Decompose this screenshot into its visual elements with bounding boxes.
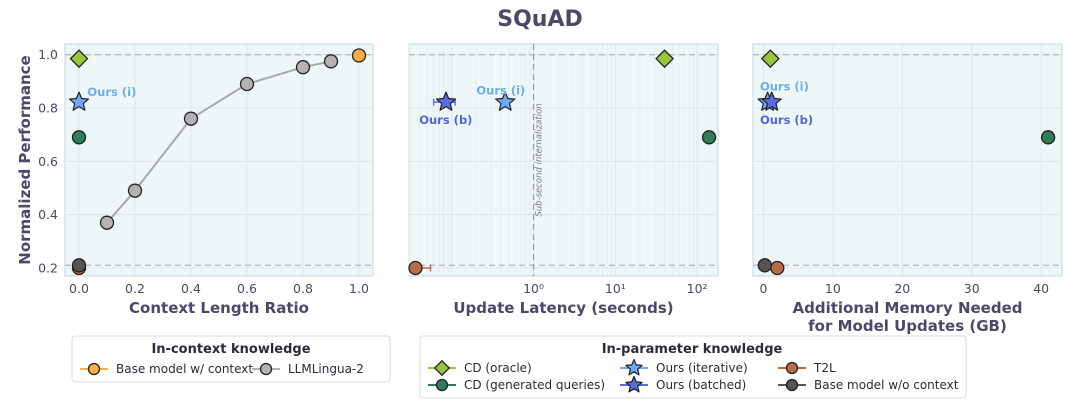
data-point-base-model-w-o-context bbox=[757, 258, 772, 273]
x-tick-label: 1.0 bbox=[349, 281, 369, 296]
x-tick-label: 40 bbox=[1033, 281, 1049, 296]
y-axis-label: Normalized Performance bbox=[16, 55, 34, 264]
legend-title: In-parameter knowledge bbox=[602, 342, 783, 357]
data-point-llmlingua-2 bbox=[99, 215, 115, 230]
panel-1: 0.0 0.2 0.4 0.6 0.8 1.0 0.2 0.4 0.6 0.8 1.0 Context… bbox=[16, 43, 374, 317]
x-tick-label: 0.8 bbox=[293, 281, 313, 296]
data-point-cd-oracle bbox=[760, 49, 780, 69]
legend-box bbox=[419, 335, 967, 399]
legend-label-ours-batched: Ours (batched) bbox=[656, 378, 746, 392]
x-axis-label: Context Length Ratio bbox=[129, 299, 309, 317]
x-axis-label: Update Latency (seconds) bbox=[453, 299, 673, 317]
threshold-label: Sub-second internalization bbox=[535, 103, 545, 216]
x-tick-label: 0.2 bbox=[125, 281, 145, 296]
legend-in-parameter: In-parameter knowledge CD (oracle) CD (gen… bbox=[419, 335, 967, 399]
x-tick-label: 0.0 bbox=[69, 281, 89, 296]
data-point-llmlingua-2 bbox=[127, 183, 143, 198]
data-point-base-model-w-context bbox=[351, 48, 367, 63]
legend-label-ours-iterative: Ours (iterative) bbox=[656, 361, 748, 375]
legend-box bbox=[71, 335, 391, 383]
legend-label-base-model-w-o-context: Base model w/o context bbox=[814, 378, 959, 392]
figure-title: SQuAD bbox=[497, 7, 583, 32]
x-tick-label: 0.6 bbox=[237, 281, 257, 296]
legend-label-llmlingua-2: LLMLingua-2 bbox=[288, 362, 364, 376]
data-point-t2l bbox=[770, 260, 785, 276]
annotation-ours-iterative: Ours (i) bbox=[87, 85, 136, 99]
data-point-ours-batched bbox=[761, 91, 782, 111]
legend-label-base-model-w-context: Base model w/ context bbox=[116, 362, 253, 376]
x-tick-label: 10 bbox=[825, 281, 841, 296]
annotation-ours-batched: Ours (b) bbox=[419, 113, 472, 127]
x-tick-label: 10⁰ bbox=[523, 281, 544, 296]
legend-in-context: In-context knowledge Base model w/ contex… bbox=[71, 335, 391, 383]
data-point-cd-oracle bbox=[69, 49, 89, 69]
legend-marker-cd-oracle bbox=[433, 359, 451, 377]
x-tick-label: 10¹ bbox=[605, 281, 626, 296]
annotation-ours-iterative: Ours (i) bbox=[760, 80, 809, 94]
gridlines bbox=[753, 44, 1062, 276]
legend-label-t2l: T2L bbox=[813, 361, 836, 375]
data-point-ours-batched bbox=[435, 91, 457, 111]
x-tick-label: 0 bbox=[759, 281, 767, 296]
legend-marker-llmlingua-2 bbox=[259, 362, 273, 376]
y-tick-label: 0.2 bbox=[38, 261, 58, 276]
legend-label-cd-oracle: CD (oracle) bbox=[464, 361, 532, 375]
legend-marker-base-model-w-context bbox=[87, 362, 101, 376]
legend-marker-ours-batched bbox=[625, 375, 643, 393]
x-tick-label: 20 bbox=[894, 281, 910, 296]
y-tick-label: 0.6 bbox=[38, 154, 58, 169]
panel-2: Sub-second internalization 10⁰ 10¹ 10² Updat… bbox=[408, 43, 719, 317]
legend-label-cd-generated-queries: CD (generated queries) bbox=[464, 378, 605, 392]
data-point-llmlingua-2 bbox=[323, 54, 339, 69]
data-point-ours-iterative bbox=[68, 91, 90, 111]
annotation-ours-batched: Ours (b) bbox=[760, 113, 813, 127]
legend-title: In-context knowledge bbox=[151, 342, 310, 357]
legend-marker-ours-iterative bbox=[625, 358, 643, 376]
y-tick-label: 0.4 bbox=[38, 207, 58, 222]
legend-marker-base-model-w-o-context bbox=[785, 378, 799, 392]
data-point-base-model-w-o-context bbox=[71, 258, 87, 273]
x-tick-label: 30 bbox=[964, 281, 980, 296]
y-tick-label: 0.8 bbox=[38, 101, 58, 116]
annotation-ours-iterative: Ours (i) bbox=[476, 84, 525, 98]
data-point-cd-generated-queries bbox=[701, 130, 717, 145]
data-point-t2l bbox=[408, 260, 423, 276]
data-point-llmlingua-2 bbox=[295, 60, 311, 75]
data-point-ours-iterative bbox=[495, 91, 516, 111]
data-point-cd-oracle bbox=[655, 49, 674, 69]
x-tick-label: 10² bbox=[687, 281, 708, 296]
plot-area bbox=[752, 43, 1063, 277]
legend-marker-cd-generated-queries bbox=[435, 378, 449, 392]
legend-marker-t2l bbox=[785, 361, 799, 375]
x-tick-label: 0.4 bbox=[181, 281, 201, 296]
data-point-cd-generated-queries bbox=[71, 130, 87, 145]
plot-area bbox=[408, 43, 719, 277]
x-axis-label: for Model Updates (GB) bbox=[808, 317, 1007, 335]
data-point-llmlingua-2 bbox=[183, 111, 199, 126]
data-point-llmlingua-2 bbox=[239, 76, 255, 92]
x-axis-label: Additional Memory Needed bbox=[793, 299, 1023, 317]
data-point-cd-generated-queries bbox=[1040, 130, 1056, 145]
plot-area bbox=[64, 43, 374, 277]
y-tick-label: 1.0 bbox=[38, 47, 58, 62]
